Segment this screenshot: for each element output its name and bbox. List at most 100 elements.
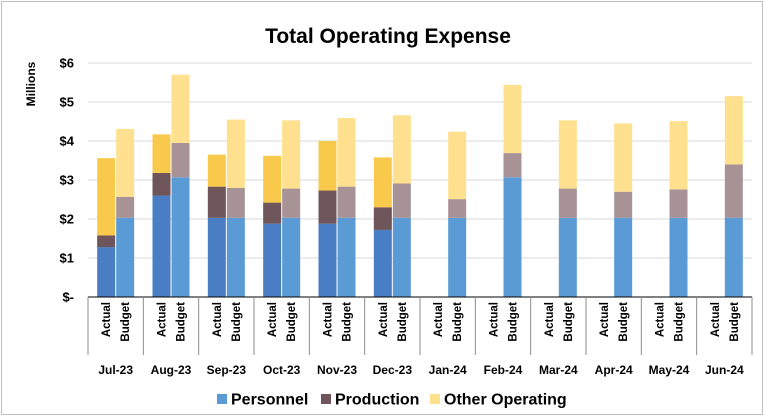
bar-budget-personnel [448,217,467,297]
bar-actual-other-operating [263,155,282,203]
sub-category-label: Actual [157,302,169,337]
sub-category-label: Actual [323,302,335,337]
x-tick-label: Jul-23 [98,363,133,377]
bar-actual-production [318,190,337,224]
sub-category-label: Actual [599,302,611,337]
sub-category-label: Actual [655,302,667,337]
legend-swatch [321,394,331,404]
sub-category-label: Actual [710,302,722,337]
y-tick-label: $5 [60,95,74,110]
bar-budget-production [448,199,467,218]
x-tick-label: Oct-23 [263,363,301,377]
bar-actual-personnel [373,229,392,297]
sub-category-label: Budget [618,302,630,342]
bar-budget-personnel [614,217,633,297]
bar-budget-production [724,164,743,218]
legend: Personnel Production Other Operating [217,392,567,409]
bar-budget-production [614,191,633,218]
legend-label: Personnel [231,392,308,409]
bar-budget-personnel [724,217,743,297]
sub-category-label: Budget [397,302,409,342]
x-tick-label: Jan-24 [429,363,467,377]
sub-category-label: Budget [563,302,575,342]
bar-actual-production [207,186,226,218]
bar-actual-other-operating [207,154,226,187]
sub-category-label: Budget [674,302,686,342]
bar-budget-production [558,188,577,218]
sub-category-label: Actual [544,302,556,337]
bar-actual-production [152,172,171,196]
bar-actual-personnel [152,195,171,297]
bar-actual-personnel [318,223,337,297]
bar-budget-other-operating [503,84,522,154]
x-tick-label: Apr-24 [595,363,633,377]
bar-budget-personnel [116,217,135,297]
y-tick-label: $3 [60,173,74,188]
bar-budget-personnel [558,217,577,297]
sub-category-label: Actual [433,302,445,337]
x-tick-label: Nov-23 [317,363,357,377]
sub-category-label: Budget [120,302,132,342]
sub-category-label: Actual [267,302,279,337]
bar-actual-other-operating [373,157,392,208]
bar-budget-other-operating [392,115,411,184]
bar-budget-personnel [282,217,301,297]
x-tick-label: Mar-24 [539,363,578,377]
x-tick-label: Aug-23 [151,363,192,377]
bar-budget-other-operating [669,121,688,190]
x-tick-label: Sep-23 [207,363,247,377]
y-tick-label: $6 [60,56,74,71]
x-tick-label: May-24 [649,363,690,377]
bar-actual-personnel [97,247,116,297]
bar-budget-other-operating [558,120,577,189]
y-tick-label: $2 [60,212,74,227]
sub-category-label: Actual [378,302,390,337]
bar-budget-personnel [669,217,688,297]
x-tick-label: Dec-23 [373,363,413,377]
bars [97,74,743,297]
x-axis: Actual Budget Jul-23 Actual Budget Aug-23 Actu… [87,296,753,377]
bar-budget-personnel [503,177,522,297]
x-tick-label: Jun-24 [705,363,744,377]
bar-budget-other-operating [282,120,301,189]
bar-budget-personnel [171,177,190,297]
bar-actual-production [263,202,282,224]
bar-budget-other-operating [171,74,190,143]
bar-budget-production [171,142,190,178]
bar-budget-production [669,189,688,218]
legend-swatch [217,394,227,404]
bar-budget-other-operating [724,96,743,165]
bar-actual-production [373,207,392,230]
bar-budget-production [503,153,522,178]
bar-budget-personnel [337,217,356,297]
legend-swatch [430,394,440,404]
bar-budget-production [116,196,135,218]
bar-actual-other-operating [318,141,337,191]
bar-actual-other-operating [152,134,171,173]
sub-category-label: Budget [231,302,243,342]
bar-budget-other-operating [116,128,135,197]
bar-actual-personnel [263,223,282,297]
bar-budget-production [282,188,301,218]
bar-budget-other-operating [337,117,356,187]
bar-actual-production [97,235,116,248]
bar-budget-production [337,186,356,218]
sub-category-label: Budget [176,302,188,342]
bar-budget-production [226,187,245,218]
y-tick-label: $- [62,290,74,305]
bar-budget-personnel [392,217,411,297]
legend-label: Production [335,392,419,409]
sub-category-label: Actual [489,302,501,337]
sub-category-label: Actual [101,302,113,337]
y-tick-label: $1 [60,251,74,266]
bar-budget-personnel [226,217,245,297]
bar-actual-other-operating [97,158,116,236]
chart-title: Total Operating Expense [265,25,511,48]
grid-lines [88,62,752,259]
sub-category-label: Actual [212,302,224,337]
sub-category-label: Budget [508,302,520,342]
y-axis-label: Millions [24,61,38,106]
bar-actual-personnel [207,217,226,297]
bar-budget-other-operating [448,131,467,200]
